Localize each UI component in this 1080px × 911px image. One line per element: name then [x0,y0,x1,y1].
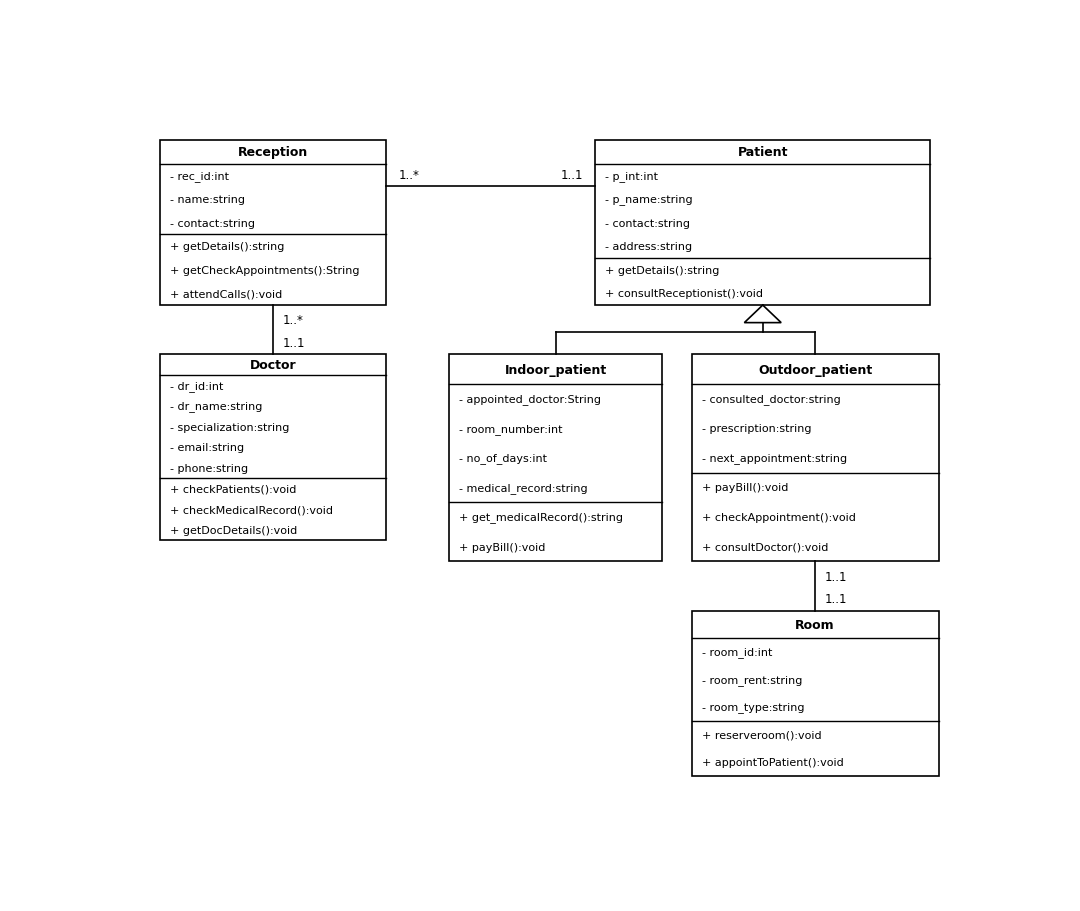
Text: + checkPatients():void: + checkPatients():void [171,484,297,494]
Bar [160,141,387,306]
Bar [691,611,939,775]
Text: - name:string: - name:string [171,195,245,205]
Text: Indoor_patient: Indoor_patient [504,363,607,376]
Text: 1..1: 1..1 [825,592,848,605]
Text: - prescription:string: - prescription:string [702,424,811,434]
Text: - p_name:string: - p_name:string [606,194,693,205]
Text: 1..1: 1..1 [825,570,848,583]
Text: - contact:string: - contact:string [606,219,690,229]
Bar [449,354,662,562]
Text: + consultDoctor():void: + consultDoctor():void [702,542,828,552]
Text: + getDocDetails():void: + getDocDetails():void [171,526,297,536]
Text: Room: Room [795,619,835,631]
Text: + appointToPatient():void: + appointToPatient():void [702,757,843,767]
Text: + reserveroom():void: + reserveroom():void [702,730,821,740]
Text: + getDetails():string: + getDetails():string [606,265,719,275]
Text: 1..*: 1..* [283,314,305,327]
Text: - medical_record:string: - medical_record:string [459,483,588,494]
Text: - consulted_doctor:string: - consulted_doctor:string [702,394,840,404]
Text: - room_id:int: - room_id:int [702,647,772,658]
Text: - dr_id:int: - dr_id:int [171,381,224,391]
Text: - room_number:int: - room_number:int [459,424,563,435]
Text: + consultReceptionist():void: + consultReceptionist():void [606,289,764,299]
Text: + get_medicalRecord():string: + get_medicalRecord():string [459,512,623,523]
Bar [595,141,930,306]
Bar [160,354,387,541]
Text: + checkMedicalRecord():void: + checkMedicalRecord():void [171,505,333,515]
Text: + checkAppointment():void: + checkAppointment():void [702,512,855,522]
Polygon shape [744,306,781,323]
Text: 1..1: 1..1 [561,169,583,181]
Text: - room_type:string: - room_type:string [702,701,805,712]
Text: + payBill():void: + payBill():void [702,483,788,493]
Text: - contact:string: - contact:string [171,219,255,229]
Text: Reception: Reception [238,146,308,159]
Text: - rec_id:int: - rec_id:int [171,170,229,181]
Text: + payBill():void: + payBill():void [459,542,545,552]
Text: - dr_name:string: - dr_name:string [171,401,262,412]
Text: - phone:string: - phone:string [171,464,248,474]
Text: 1..*: 1..* [399,169,419,181]
Text: - address:string: - address:string [606,241,692,251]
Text: + getCheckAppointments():String: + getCheckAppointments():String [171,265,360,275]
Text: Patient: Patient [738,146,788,159]
Text: - no_of_days:int: - no_of_days:int [459,453,546,464]
Text: - appointed_doctor:String: - appointed_doctor:String [459,394,600,404]
Text: - p_int:int: - p_int:int [606,170,659,181]
Bar [691,354,939,562]
Text: Doctor: Doctor [249,359,296,372]
Text: - next_appointment:string: - next_appointment:string [702,453,847,464]
Text: - specialization:string: - specialization:string [171,422,289,432]
Text: Outdoor_patient: Outdoor_patient [758,363,873,376]
Text: - room_rent:string: - room_rent:string [702,674,802,685]
Text: + attendCalls():void: + attendCalls():void [171,289,282,299]
Text: + getDetails():string: + getDetails():string [171,241,284,251]
Text: - email:string: - email:string [171,443,244,453]
Text: 1..1: 1..1 [283,336,306,349]
